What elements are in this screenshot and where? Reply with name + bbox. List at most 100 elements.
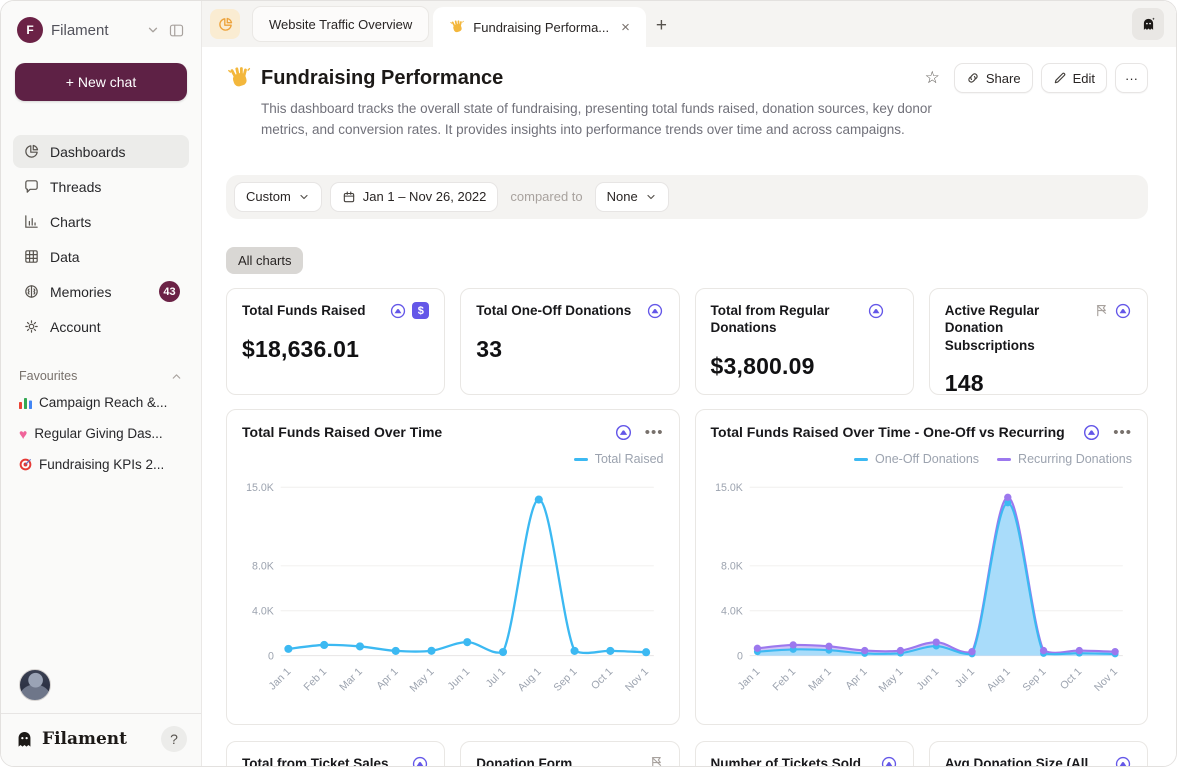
favourite-item-regular-giving[interactable]: ♥ Regular Giving Das... — [13, 418, 189, 449]
help-button[interactable]: ? — [161, 726, 187, 752]
new-chat-button[interactable]: + New chat — [15, 63, 187, 101]
kpi-title: Active Regular Donation Subscriptions — [945, 302, 1088, 355]
flag-slash-icon — [1094, 303, 1109, 318]
favourite-item-fundraising-kpis[interactable]: Fundraising KPIs 2... — [13, 449, 189, 480]
wave-emoji-icon — [226, 65, 252, 91]
kpi-card-total-funds-raised[interactable]: Total Funds Raised $ $18,636.01 — [226, 288, 445, 395]
line-chart-total-raised[interactable]: 04.0K8.0K15.0KJan 1Feb 1Mar 1Apr 1May 1J… — [242, 470, 664, 710]
user-avatar[interactable] — [19, 669, 51, 701]
tab-label: Website Traffic Overview — [269, 17, 412, 32]
new-tab-button[interactable]: + — [656, 15, 667, 37]
svg-text:Oct 1: Oct 1 — [589, 665, 616, 692]
svg-text:Mar 1: Mar 1 — [337, 665, 365, 693]
kpi-value: 148 — [945, 370, 1132, 397]
chevron-down-icon[interactable] — [146, 23, 160, 37]
date-range-picker[interactable]: Jan 1 – Nov 26, 2022 — [330, 182, 499, 212]
favourites-header[interactable]: Favourites — [19, 369, 183, 383]
link-icon — [966, 71, 980, 85]
pie-chart-icon — [22, 143, 40, 160]
chart-more-button[interactable]: ••• — [645, 424, 664, 441]
range-type-value: Custom — [246, 189, 291, 204]
sidebar-item-charts[interactable]: Charts — [13, 205, 189, 238]
range-type-select[interactable]: Custom — [234, 182, 322, 212]
favourite-item-label: Campaign Reach &... — [39, 395, 167, 410]
collapse-sidebar-icon[interactable] — [168, 22, 185, 39]
favourite-star-button[interactable]: ☆ — [919, 64, 946, 92]
pencil-icon — [1053, 71, 1067, 85]
sidebar-item-data[interactable]: Data — [13, 240, 189, 273]
svg-text:Sep 1: Sep 1 — [551, 665, 579, 693]
chart-peak-circle-icon[interactable] — [1082, 423, 1101, 442]
svg-text:Apr 1: Apr 1 — [843, 665, 870, 692]
kpi-card-donation-form-conversion[interactable]: Donation Form Conversion — [460, 741, 679, 766]
main-area: Website Traffic Overview Fundraising Per… — [202, 1, 1176, 766]
app-window: F Filament + New chat Dashboards Threads… — [0, 0, 1177, 767]
legend-label: Recurring Donations — [1018, 452, 1132, 466]
svg-text:0: 0 — [268, 650, 274, 662]
chevron-down-icon — [298, 191, 310, 203]
sidebar-item-account[interactable]: Account — [13, 310, 189, 343]
chart-peak-circle-icon — [867, 302, 885, 320]
chart-peak-circle-icon[interactable] — [614, 423, 633, 442]
svg-text:Feb 1: Feb 1 — [301, 665, 329, 693]
speech-bubble-icon — [22, 178, 40, 195]
kpi-title: Total Funds Raised — [242, 302, 383, 320]
edit-button[interactable]: Edit — [1041, 63, 1107, 93]
ghost-logo-icon — [15, 730, 34, 749]
assistant-ghost-button[interactable] — [1132, 8, 1164, 40]
chart-more-button[interactable]: ••• — [1113, 424, 1132, 441]
svg-text:Nov 1: Nov 1 — [623, 665, 651, 693]
share-button-label: Share — [986, 71, 1021, 86]
workspace-switcher[interactable]: F Filament — [13, 15, 189, 45]
kpi-card-total-one-off-donations[interactable]: Total One-Off Donations 33 — [460, 288, 679, 395]
calendar-icon — [342, 190, 356, 204]
tab-close-icon[interactable]: × — [617, 19, 630, 36]
chart-peak-circle-icon — [880, 755, 898, 766]
sidebar-item-memories[interactable]: Memories 43 — [13, 275, 189, 308]
sidebar-item-label: Account — [50, 319, 180, 335]
sidebar-footer: Filament ? — [1, 713, 201, 756]
legend-item: One-Off Donations — [854, 452, 979, 466]
svg-text:Jan 1: Jan 1 — [735, 665, 762, 692]
chart-card-oneoff-vs-recurring: Total Funds Raised Over Time - One-Off v… — [695, 409, 1149, 725]
svg-text:15.0K: 15.0K — [246, 482, 274, 494]
chevron-up-icon[interactable] — [170, 370, 183, 383]
table-grid-icon — [22, 248, 40, 265]
svg-text:Jan 1: Jan 1 — [267, 665, 294, 692]
dashboard-pie-icon-button[interactable] — [210, 9, 240, 39]
bottom-card-row: Total from Ticket Sales Donation Form Co… — [226, 741, 1148, 766]
tab-website-traffic-overview[interactable]: Website Traffic Overview — [252, 6, 429, 42]
sidebar-item-label: Memories — [50, 284, 149, 300]
svg-text:May 1: May 1 — [876, 665, 905, 694]
charts-row: Total Funds Raised Over Time ••• Total R… — [226, 409, 1148, 725]
sidebar: F Filament + New chat Dashboards Threads… — [1, 1, 202, 766]
svg-text:May 1: May 1 — [408, 665, 437, 694]
chart-peak-circle-icon — [389, 302, 407, 320]
kpi-card-ticket-sales[interactable]: Total from Ticket Sales — [226, 741, 445, 766]
all-charts-chip[interactable]: All charts — [226, 247, 303, 274]
kpi-card-total-regular-donations[interactable]: Total from Regular Donations $3,800.09 — [695, 288, 914, 395]
more-options-button[interactable]: ··· — [1115, 63, 1148, 93]
tab-fundraising-performance[interactable]: Fundraising Performa... × — [433, 7, 646, 47]
area-chart-oneoff-vs-recurring[interactable]: 04.0K8.0K15.0KJan 1Feb 1Mar 1Apr 1May 1J… — [711, 470, 1133, 710]
page-header: Fundraising Performance ☆ Share Edit ··· — [226, 63, 1148, 93]
gear-icon — [22, 318, 40, 335]
svg-text:15.0K: 15.0K — [715, 482, 743, 494]
share-button[interactable]: Share — [954, 63, 1033, 93]
svg-text:Apr 1: Apr 1 — [374, 665, 401, 692]
legend-item: Total Raised — [574, 452, 664, 466]
sidebar-item-threads[interactable]: Threads — [13, 170, 189, 203]
svg-text:Oct 1: Oct 1 — [1057, 665, 1084, 692]
tab-bar: Website Traffic Overview Fundraising Per… — [202, 1, 1176, 47]
chart-legend: Total Raised — [242, 452, 664, 466]
kpi-card-active-subscriptions[interactable]: Active Regular Donation Subscriptions 14… — [929, 288, 1148, 395]
kpi-title: Donation Form Conversion — [476, 755, 642, 766]
kpi-card-avg-donation-size[interactable]: Avg Donation Size (All — [929, 741, 1148, 766]
compare-select[interactable]: None — [595, 182, 669, 212]
favourite-item-label: Regular Giving Das... — [34, 426, 162, 441]
page-description: This dashboard tracks the overall state … — [261, 99, 961, 141]
favourite-item-campaign-reach[interactable]: Campaign Reach &... — [13, 387, 189, 418]
kpi-card-tickets-sold[interactable]: Number of Tickets Sold — [695, 741, 914, 766]
sidebar-item-dashboards[interactable]: Dashboards — [13, 135, 189, 168]
sidebar-item-label: Dashboards — [50, 144, 180, 160]
